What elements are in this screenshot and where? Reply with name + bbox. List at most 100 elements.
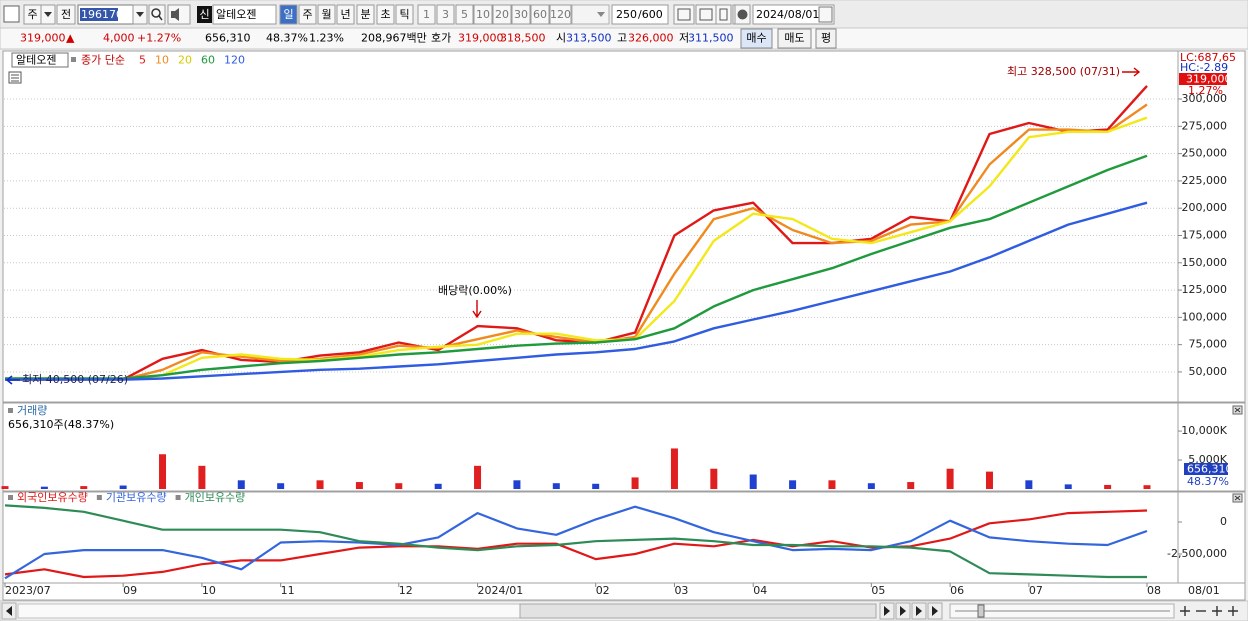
code-text: 196170 [81, 8, 123, 21]
info-bg [0, 27, 1248, 50]
legend-entry: 기관보유수량 [106, 491, 167, 504]
avg-button-label: 평 [821, 32, 831, 45]
volume-bar [828, 480, 836, 489]
unit-button-label: 일 [283, 7, 293, 21]
unit-button[interactable] [395, 4, 414, 25]
calendar-button[interactable] [818, 6, 833, 23]
tool-button[interactable] [695, 4, 717, 25]
blank-dropdown [571, 4, 610, 25]
info-quote-label: 호가 [431, 32, 451, 45]
legend-title: 알테오젠 [16, 53, 56, 67]
zoom-control[interactable] [1212, 606, 1222, 616]
volume-title: 거래량 [17, 404, 47, 417]
interval-button[interactable] [417, 4, 436, 25]
legend-prefix: 종가 단순 [81, 54, 125, 67]
zoom-control[interactable] [1196, 606, 1206, 612]
volume-bar [80, 486, 88, 489]
sound-icon [171, 8, 179, 21]
volume-bar [1025, 480, 1033, 489]
x-tick-label: 09 [123, 584, 137, 597]
avg-button[interactable] [815, 28, 837, 49]
y-tick-label: 125,000 [1182, 283, 1228, 296]
search-button[interactable] [148, 4, 166, 25]
volume-bar [237, 480, 245, 489]
zoom-control[interactable] [1180, 606, 1190, 616]
interval-button[interactable] [455, 4, 474, 25]
unit-button[interactable] [356, 4, 375, 25]
series-line [4, 505, 1148, 580]
control-icon [900, 606, 906, 616]
volume-bar [119, 485, 127, 489]
volume-bar [985, 471, 993, 489]
menu-icon[interactable] [3, 5, 20, 23]
volume-bar [631, 477, 639, 489]
tool-icon [719, 8, 728, 21]
legend-entry: 10 [155, 54, 169, 67]
unit-button[interactable] [376, 4, 395, 25]
volume-bar [552, 483, 560, 489]
interval-button[interactable] [530, 4, 550, 25]
interval-button[interactable] [436, 4, 455, 25]
y-tick-label: 0 [1220, 515, 1227, 528]
axis-date: 08/01 [1188, 584, 1220, 597]
buy-button-label: 매수 [746, 32, 766, 45]
legend-marker [71, 57, 76, 62]
unit-button[interactable] [298, 4, 317, 25]
volume-bar [395, 483, 403, 489]
scroll-thumb[interactable] [519, 603, 877, 619]
unit-button[interactable] [336, 4, 355, 25]
unit-button[interactable] [279, 4, 298, 25]
x-tick-label: 04 [753, 584, 767, 597]
volume-bar [1064, 484, 1072, 489]
volume-bar [277, 483, 285, 489]
date-axis [2, 582, 1246, 601]
info-high: 326,000 [628, 32, 674, 45]
toolbar-button-label: 주 [27, 8, 37, 21]
interval-button[interactable] [511, 4, 531, 25]
volume-bar [749, 474, 757, 489]
toolbar-button-label: 전 [61, 8, 71, 21]
volume-bar [40, 486, 48, 489]
y-tick-label: 10,000K [1181, 424, 1227, 437]
info-low-label: 저 [679, 32, 689, 45]
interval-button[interactable] [549, 4, 572, 25]
interval-button[interactable] [492, 4, 512, 25]
tool-button[interactable] [715, 4, 732, 25]
dropdown-arrow [597, 12, 605, 17]
info-change-pct: +1.27% [137, 32, 181, 45]
holdings-pane [2, 491, 1246, 584]
legend-marker [8, 495, 13, 500]
volume-current: 656,310 [1187, 463, 1233, 476]
unit-button[interactable] [317, 4, 336, 25]
tool-button[interactable] [673, 4, 695, 25]
volume-bar [670, 448, 678, 489]
date-input[interactable] [752, 4, 835, 25]
new-tag-label: 신 [199, 8, 209, 21]
arrow-icon [6, 606, 12, 616]
volume-current-pct: 48.37% [1187, 475, 1229, 488]
event-arrow [472, 300, 482, 319]
pane-close-icon [1234, 495, 1241, 501]
volume-bar [1143, 485, 1151, 489]
interval-button[interactable] [473, 4, 493, 25]
series-line [5, 116, 1148, 381]
buy-button[interactable] [740, 28, 773, 49]
x-tick-label: 12 [399, 584, 413, 597]
legend-entry: 5 [139, 54, 146, 67]
y-tick-label: 5,000K [1188, 453, 1227, 466]
interval-button-label: 3 [442, 8, 449, 21]
low-arrow [5, 375, 20, 385]
zoom-control[interactable] [1228, 606, 1238, 616]
count-value: 250 [616, 8, 637, 21]
sell-button[interactable] [777, 28, 812, 49]
volume-pane [2, 402, 1246, 492]
toolbar-button[interactable] [56, 4, 76, 25]
y-tick-label: -2,500,000 [1167, 547, 1227, 560]
y-tick-label: 250,000 [1182, 147, 1228, 160]
gear-icon [737, 9, 748, 20]
tool-icon [677, 8, 691, 21]
slider-thumb [977, 604, 985, 618]
hc-label: HC:-2.89 [1180, 61, 1228, 74]
y-tick-label: 150,000 [1182, 256, 1228, 269]
unit-button-label: 초 [380, 8, 390, 21]
